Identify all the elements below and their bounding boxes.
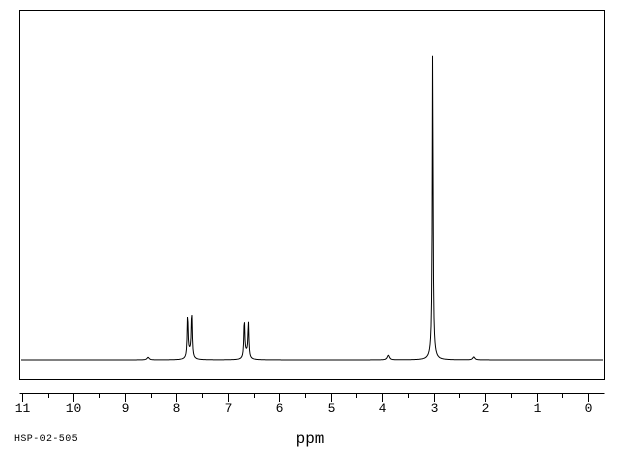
axis-tick-label: 11 (15, 401, 31, 416)
axis-tick-label: 2 (482, 401, 490, 416)
spectrum-trace (21, 55, 603, 361)
sample-label: HSP-02-505 (14, 434, 78, 445)
axis-tick-labels: 11 10 9 8 7 6 5 4 3 2 1 0 (15, 401, 593, 416)
plot-frame (19, 10, 605, 380)
x-axis-title: ppm (296, 430, 325, 448)
axis-tick-label: 6 (276, 401, 284, 416)
axis-tick-label: 10 (66, 401, 82, 416)
axis-major-ticks (22, 393, 589, 402)
axis-tick-label: 1 (534, 401, 542, 416)
axis-tick-label: 5 (328, 401, 336, 416)
axis-tick-label: 7 (225, 401, 233, 416)
axis-tick-label: 8 (173, 401, 181, 416)
ppm-axis: 11 10 9 8 7 6 5 4 3 2 1 0 (15, 393, 605, 416)
axis-tick-label: 0 (585, 401, 593, 416)
axis-tick-label: 4 (379, 401, 387, 416)
axis-tick-label: 3 (431, 401, 439, 416)
axis-tick-label: 9 (122, 401, 130, 416)
axis-minor-ticks (48, 393, 563, 398)
